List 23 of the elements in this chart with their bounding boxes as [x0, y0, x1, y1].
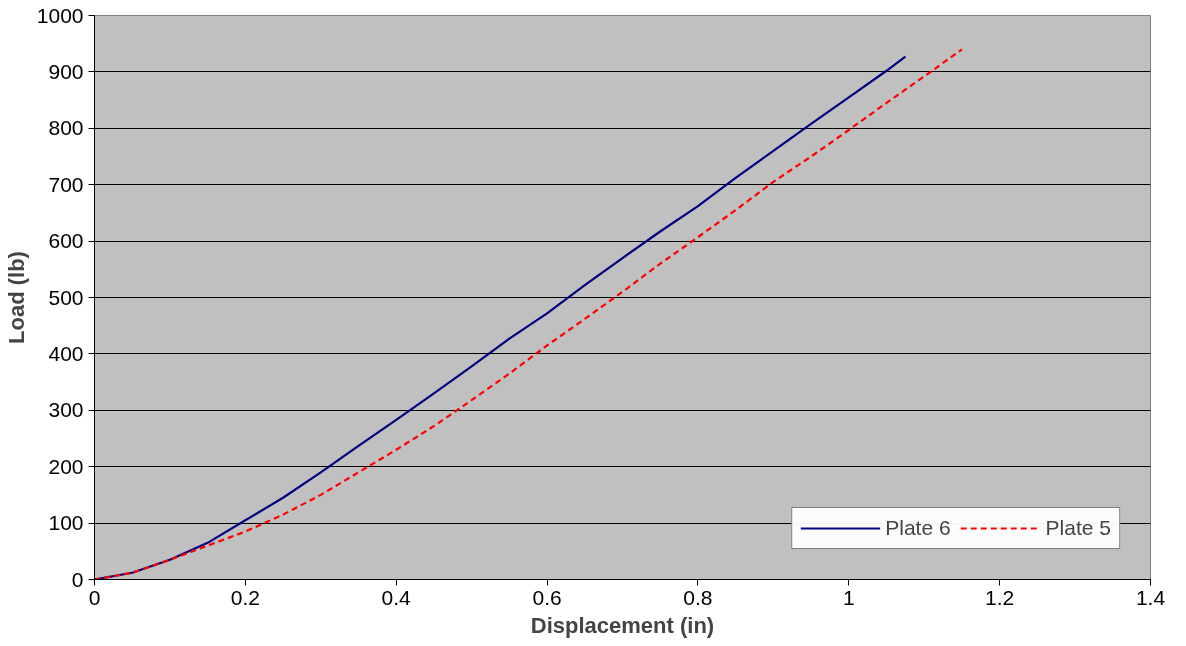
legend-label: Plate 6 [885, 516, 951, 540]
x-tick-label: 0 [88, 585, 101, 609]
x-tick-label: 0.2 [230, 585, 260, 609]
y-tick-label: 600 [48, 229, 84, 253]
x-tick-label: 0.8 [683, 585, 713, 609]
y-tick-label: 900 [48, 59, 84, 83]
y-tick-label: 1000 [36, 3, 84, 27]
y-tick-label: 800 [48, 116, 84, 140]
y-tick-label: 700 [48, 172, 84, 196]
y-tick-label: 100 [48, 511, 84, 535]
y-tick-label: 500 [48, 285, 84, 309]
x-tick-label: 1.4 [1135, 585, 1166, 609]
y-tick-label: 300 [48, 398, 84, 422]
x-tick-label: 1.2 [985, 585, 1015, 609]
x-axis-title: Displacement (in) [530, 612, 715, 638]
x-tick-label: 0.4 [381, 585, 412, 609]
x-tick-label: 1 [842, 585, 855, 609]
legend-label: Plate 5 [1045, 516, 1111, 540]
y-tick-label: 200 [48, 454, 84, 478]
y-axis-title: Load (lb) [3, 251, 29, 344]
y-tick-label: 0 [71, 567, 84, 591]
y-tick-label: 400 [48, 341, 84, 365]
x-tick-label: 0.6 [532, 585, 562, 609]
